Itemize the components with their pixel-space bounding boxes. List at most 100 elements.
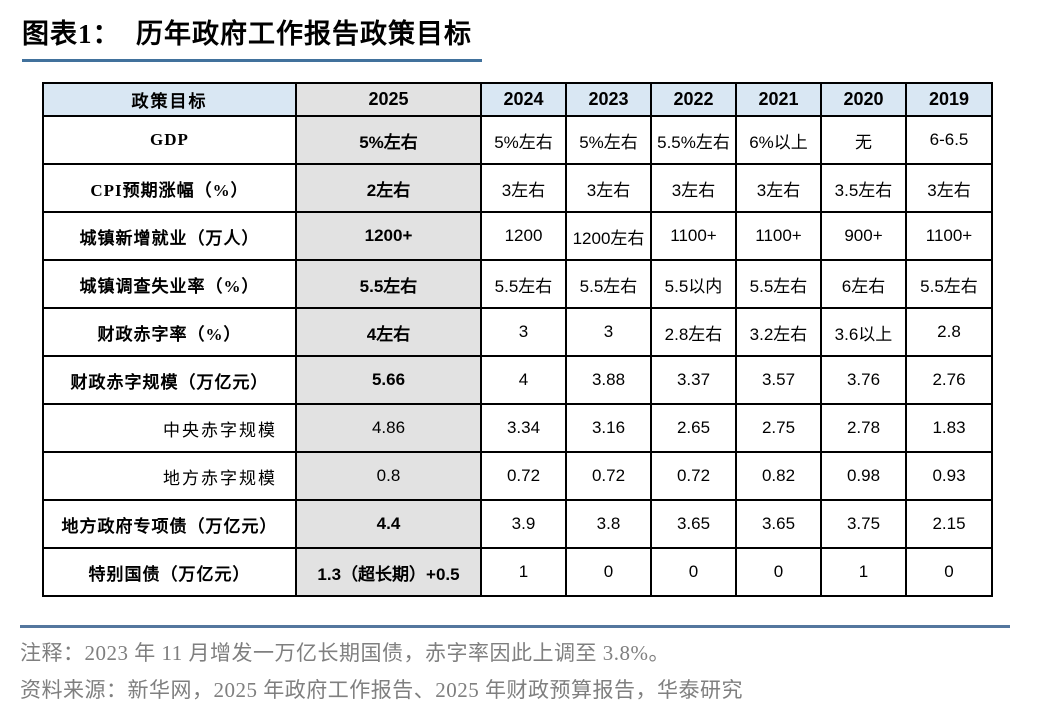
row-label: 地方赤字规模 bbox=[42, 451, 297, 501]
table-row: 中央赤字规模 4.86 3.34 3.16 2.65 2.75 2.78 1.83 bbox=[42, 403, 993, 453]
policy-targets-table: 政策目标 2025 2024 2023 2022 2021 2020 2019 GDP 5%左右… bbox=[42, 82, 993, 597]
cell: 5.5%左右 bbox=[650, 115, 737, 165]
cell: 6-6.5 bbox=[905, 115, 993, 165]
cell: 0.98 bbox=[820, 451, 907, 501]
cell: 3.9 bbox=[480, 499, 567, 549]
cell: 0.8 bbox=[295, 451, 482, 501]
cell: 1100+ bbox=[905, 211, 993, 261]
cell: 5.5左右 bbox=[480, 259, 567, 309]
table-row: 财政赤字率（%） 4左右 3 3 2.8左右 3.2左右 3.6以上 2.8 bbox=[42, 307, 993, 357]
header-year-2025: 2025 bbox=[295, 82, 482, 117]
cell: 0.82 bbox=[735, 451, 822, 501]
cell: 3.34 bbox=[480, 403, 567, 453]
cell: 0.93 bbox=[905, 451, 993, 501]
footer-note: 注释：2023 年 11 月增发一万亿长期国债，赤字率因此上调至 3.8%。 bbox=[20, 641, 670, 665]
cell: 5.5左右 bbox=[295, 259, 482, 309]
cell: 0 bbox=[905, 547, 993, 597]
cell: 0.72 bbox=[565, 451, 652, 501]
cell: 3左右 bbox=[480, 163, 567, 213]
cell: 5%左右 bbox=[295, 115, 482, 165]
cell: 1200+ bbox=[295, 211, 482, 261]
cell: 5.5左右 bbox=[735, 259, 822, 309]
cell: 1200左右 bbox=[565, 211, 652, 261]
row-label: 中央赤字规模 bbox=[42, 403, 297, 453]
cell: 5.5以内 bbox=[650, 259, 737, 309]
cell: 1.3（超长期）+0.5 bbox=[295, 547, 482, 597]
header-year-2019: 2019 bbox=[905, 82, 993, 117]
figure-title: 图表1： 历年政府工作报告政策目标 bbox=[22, 10, 482, 62]
cell: 0 bbox=[650, 547, 737, 597]
cell: 5%左右 bbox=[565, 115, 652, 165]
row-label: 地方政府专项债（万亿元） bbox=[42, 499, 297, 549]
cell: 1100+ bbox=[735, 211, 822, 261]
cell: 1.83 bbox=[905, 403, 993, 453]
row-label: 财政赤字率（%） bbox=[42, 307, 297, 357]
table-row: 特别国债（万亿元） 1.3（超长期）+0.5 1 0 0 0 1 0 bbox=[42, 547, 993, 597]
cell: 0.72 bbox=[480, 451, 567, 501]
cell: 6%以上 bbox=[735, 115, 822, 165]
cell: 2左右 bbox=[295, 163, 482, 213]
cell: 3.88 bbox=[565, 355, 652, 405]
cell: 0 bbox=[735, 547, 822, 597]
cell: 3.57 bbox=[735, 355, 822, 405]
cell: 3 bbox=[565, 307, 652, 357]
row-label: 城镇新增就业（万人） bbox=[42, 211, 297, 261]
cell: 5.5左右 bbox=[565, 259, 652, 309]
table-row: GDP 5%左右 5%左右 5%左右 5.5%左右 6%以上无 6-6.5 bbox=[42, 115, 993, 165]
cell: 1100+ bbox=[650, 211, 737, 261]
cell: 3.6以上 bbox=[820, 307, 907, 357]
cell: 1200 bbox=[480, 211, 567, 261]
cell: 3.37 bbox=[650, 355, 737, 405]
cell: 3.76 bbox=[820, 355, 907, 405]
cell: 3左右 bbox=[735, 163, 822, 213]
cell: 5.66 bbox=[295, 355, 482, 405]
cell: 3.75 bbox=[820, 499, 907, 549]
cell: 2.15 bbox=[905, 499, 993, 549]
table-body: GDP 5%左右 5%左右 5%左右 5.5%左右 6%以上无 6-6.5 CPI预期涨幅（%… bbox=[42, 115, 993, 597]
cell: 2.8左右 bbox=[650, 307, 737, 357]
cell: 4.4 bbox=[295, 499, 482, 549]
table-row: CPI预期涨幅（%） 2左右 3左右 3左右 3左右 3左右 3.5左右 3左右 bbox=[42, 163, 993, 213]
cell: 4 bbox=[480, 355, 567, 405]
table-row: 城镇调查失业率（%） 5.5左右 5.5左右 5.5左右 5.5以内 5.5左右 6左右 5.… bbox=[42, 259, 993, 309]
footer-source: 资料来源：新华网，2025 年政府工作报告、2025 年财政预算报告，华泰研究 bbox=[20, 678, 743, 702]
cell: 无 bbox=[820, 115, 907, 165]
table-row: 城镇新增就业（万人） 1200+ 1200 1200左右 1100+ 1100+ 900+ 1… bbox=[42, 211, 993, 261]
cell: 2.8 bbox=[905, 307, 993, 357]
row-label: 特别国债（万亿元） bbox=[42, 547, 297, 597]
cell: 5%左右 bbox=[480, 115, 567, 165]
cell: 2.65 bbox=[650, 403, 737, 453]
row-label: GDP bbox=[42, 115, 297, 165]
cell: 3.16 bbox=[565, 403, 652, 453]
header-year-2020: 2020 bbox=[820, 82, 907, 117]
cell: 6左右 bbox=[820, 259, 907, 309]
cell: 900+ bbox=[820, 211, 907, 261]
table-row: 地方政府专项债（万亿元） 4.4 3.9 3.8 3.65 3.65 3.75 2.15 bbox=[42, 499, 993, 549]
cell: 4.86 bbox=[295, 403, 482, 453]
header-year-2022: 2022 bbox=[650, 82, 737, 117]
cell: 0.72 bbox=[650, 451, 737, 501]
cell: 3左右 bbox=[905, 163, 993, 213]
cell: 2.76 bbox=[905, 355, 993, 405]
row-label: 城镇调查失业率（%） bbox=[42, 259, 297, 309]
cell: 3.2左右 bbox=[735, 307, 822, 357]
cell: 1 bbox=[820, 547, 907, 597]
header-year-2024: 2024 bbox=[480, 82, 567, 117]
table-row: 地方赤字规模 0.8 0.72 0.72 0.72 0.82 0.98 0.93 bbox=[42, 451, 993, 501]
table-header-row: 政策目标 2025 2024 2023 2022 2021 2020 2019 bbox=[42, 82, 993, 117]
row-label: 财政赤字规模（万亿元） bbox=[42, 355, 297, 405]
figure-footer: 注释：2023 年 11 月增发一万亿长期国债，赤字率因此上调至 3.8%。 资… bbox=[20, 625, 1010, 704]
cell: 3左右 bbox=[565, 163, 652, 213]
cell: 1 bbox=[480, 547, 567, 597]
cell: 0 bbox=[565, 547, 652, 597]
cell: 4左右 bbox=[295, 307, 482, 357]
cell: 3.65 bbox=[735, 499, 822, 549]
header-year-2023: 2023 bbox=[565, 82, 652, 117]
cell: 5.5左右 bbox=[905, 259, 993, 309]
header-year-2021: 2021 bbox=[735, 82, 822, 117]
figure-title-block: 图表1： 历年政府工作报告政策目标 bbox=[22, 10, 1048, 62]
header-policy-target: 政策目标 bbox=[42, 82, 297, 117]
cell: 3.65 bbox=[650, 499, 737, 549]
cell: 2.75 bbox=[735, 403, 822, 453]
